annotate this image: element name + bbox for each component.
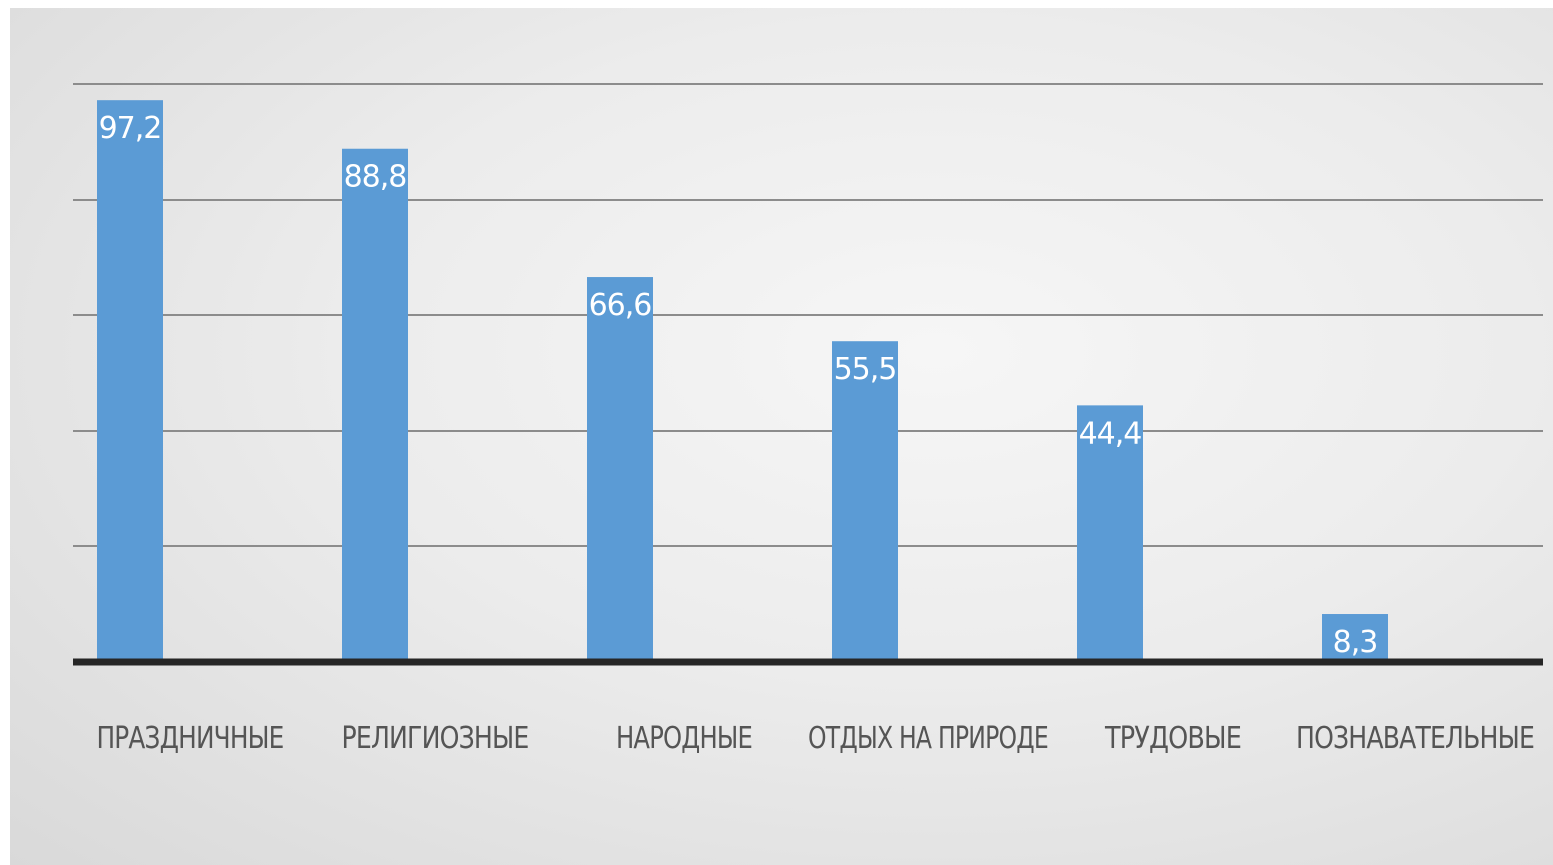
category-label-1: РЕЛИГИОЗНЫЕ: [342, 721, 529, 756]
value-labels: 97,2 88,8 66,6 55,5 44,4 8,3: [99, 111, 1379, 660]
category-labels: ПРАЗДНИЧНЫЕ РЕЛИГИОЗНЫЕ НАРОДНЫЕ ОТДЫХ НА П…: [97, 721, 1536, 756]
bar-1: [342, 148, 408, 663]
category-label-3: ОТДЫХ НА ПРИРОДЕ: [808, 721, 1048, 756]
category-label-4: ТРУДОВЫЕ: [1104, 721, 1241, 756]
gridlines: [73, 83, 1543, 547]
bar-4: [1077, 405, 1143, 662]
bar-2: [587, 277, 653, 662]
category-label-2: НАРОДНЫЕ: [616, 721, 752, 756]
chart-background: [10, 8, 1553, 865]
value-label-0: 97,2: [99, 111, 162, 146]
category-label-0: ПРАЗДНИЧНЫЕ: [97, 721, 284, 756]
category-label-5: ПОЗНАВАТЕЛЬНЫЕ: [1296, 721, 1534, 756]
value-label-2: 66,6: [589, 288, 652, 323]
bar-5: [1322, 614, 1388, 662]
value-label-4: 44,4: [1079, 416, 1142, 451]
bars: [97, 100, 1388, 663]
value-label-3: 55,5: [834, 352, 897, 387]
value-label-5: 8,3: [1333, 625, 1378, 660]
bar-0: [97, 100, 163, 662]
value-label-1: 88,8: [344, 160, 407, 195]
bar-3: [832, 341, 898, 662]
